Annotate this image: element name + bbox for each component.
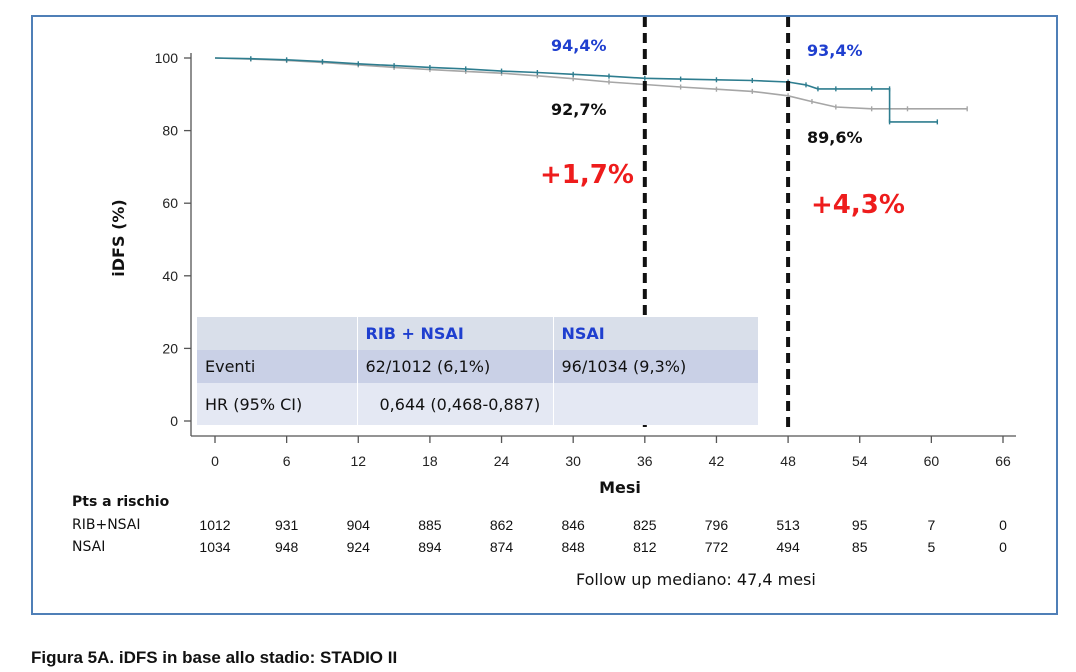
risk-cell: 85 xyxy=(851,539,868,555)
risk-cell: 1034 xyxy=(199,539,231,555)
x-axis-title: Mesi xyxy=(599,478,641,497)
y-tick-label: 80 xyxy=(162,123,178,139)
stats-cell: HR (95% CI) xyxy=(197,383,357,425)
annotation-diff-48: +4,3% xyxy=(811,190,905,220)
chart-annotations: 94,4% 93,4% 92,7% 89,6% +1,7% +4,3% xyxy=(540,36,905,220)
stats-header-rib: RIB + NSAI xyxy=(356,317,553,350)
risk-cell: 931 xyxy=(274,517,299,533)
x-tick-label: 18 xyxy=(422,453,438,469)
x-tick-label: 36 xyxy=(637,453,653,469)
stats-header-empty xyxy=(197,317,357,350)
risk-cell: 5 xyxy=(927,539,936,555)
risk-cell: 924 xyxy=(346,539,370,555)
stats-cell: 96/1034 (9,3%) xyxy=(552,350,758,383)
stats-row-eventi: Eventi 62/1012 (6,1%) 96/1034 (9,3%) xyxy=(197,350,758,383)
risk-cell: 95 xyxy=(851,517,868,533)
figure-caption: Figura 5A. iDFS in base allo stadio: STA… xyxy=(31,648,398,667)
risk-cell: 948 xyxy=(274,539,299,555)
x-tick-label: 60 xyxy=(924,453,940,469)
risk-cell: 904 xyxy=(346,517,370,533)
annotation-nsai-36: 92,7% xyxy=(551,100,607,119)
y-tick-label: 0 xyxy=(170,413,178,429)
x-tick-label: 66 xyxy=(995,453,1011,469)
stats-cell: 0,644 (0,468-0,887) xyxy=(356,383,553,425)
followup-note: Follow up mediano: 47,4 mesi xyxy=(576,570,816,589)
risk-cell: 885 xyxy=(418,517,442,533)
y-tick-label: 20 xyxy=(162,340,178,356)
risk-cell: 0 xyxy=(999,539,1007,555)
stats-table: RIB + NSAI NSAI Eventi 62/1012 (6,1%) 96… xyxy=(197,317,758,425)
x-tick-label: 0 xyxy=(211,453,219,469)
annotation-diff-36: +1,7% xyxy=(540,160,634,190)
annotation-rib-36: 94,4% xyxy=(551,36,607,55)
y-axis-title: iDFS (%) xyxy=(109,199,128,276)
risk-cell: 848 xyxy=(561,539,585,555)
stats-header-nsai: NSAI xyxy=(552,317,758,350)
stats-cell: Eventi xyxy=(197,350,357,383)
series-line-nsai xyxy=(214,57,968,110)
risk-label-rib: RIB+NSAI xyxy=(72,517,141,533)
risk-cell: 1012 xyxy=(199,517,231,533)
x-tick-label: 12 xyxy=(350,453,366,469)
risk-cell: 772 xyxy=(704,539,729,555)
risk-cell: 894 xyxy=(418,539,442,555)
risk-table-title: Pts a rischio xyxy=(72,494,170,510)
y-tick-label: 40 xyxy=(162,268,178,284)
risk-cell: 513 xyxy=(776,517,800,533)
risk-cell: 874 xyxy=(489,539,514,555)
risk-cell: 862 xyxy=(489,517,514,533)
stats-header-row: RIB + NSAI NSAI xyxy=(197,317,758,350)
risk-cell: 0 xyxy=(999,517,1007,533)
annotation-nsai-48: 89,6% xyxy=(807,128,863,147)
stats-row-hr: HR (95% CI) 0,644 (0,468-0,887) xyxy=(197,383,758,425)
risk-cell: 825 xyxy=(633,517,657,533)
risk-cell: 796 xyxy=(704,517,729,533)
risk-label-nsai: NSAI xyxy=(72,539,106,555)
figure-frame xyxy=(31,15,1058,615)
annotation-rib-48: 93,4% xyxy=(807,41,863,60)
y-tick-label: 100 xyxy=(155,50,179,66)
y-tick-label: 60 xyxy=(162,195,178,211)
x-tick-label: 42 xyxy=(709,453,725,469)
risk-cell: 812 xyxy=(633,539,657,555)
stats-cell: 62/1012 (6,1%) xyxy=(356,350,553,383)
risk-cell: 846 xyxy=(561,517,585,533)
x-tick-label: 24 xyxy=(494,453,510,469)
x-tick-label: 6 xyxy=(283,453,291,469)
x-tick-label: 48 xyxy=(780,453,796,469)
chart-axes: 0 20 40 60 80 100 0 6 12 18 24 30 36 42 48 54 60 66 Mesi iD… xyxy=(109,50,1016,497)
x-tick-label: 54 xyxy=(852,453,868,469)
x-tick-label: 30 xyxy=(565,453,581,469)
series-line-rib-nsai xyxy=(214,57,938,123)
stats-cell xyxy=(552,383,758,425)
risk-cell: 7 xyxy=(927,517,936,533)
risk-cell: 494 xyxy=(776,539,800,555)
